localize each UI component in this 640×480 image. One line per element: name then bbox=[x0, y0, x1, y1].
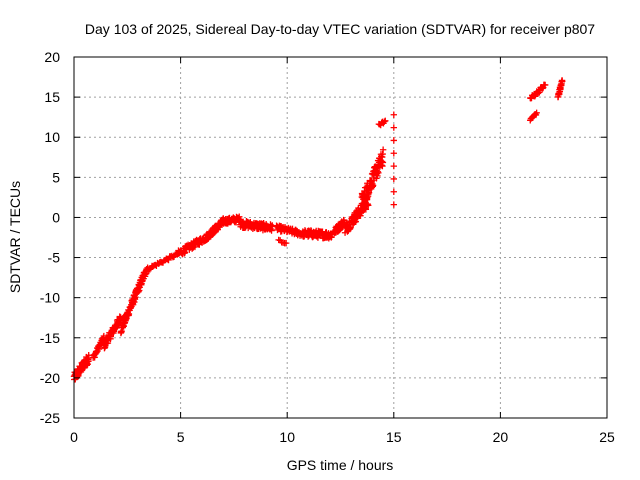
chart-title: Day 103 of 2025, Sidereal Day-to-day VTE… bbox=[85, 21, 595, 37]
series-segment-d bbox=[117, 267, 150, 337]
data-point bbox=[382, 117, 389, 125]
x-axis-label: GPS time / hours bbox=[287, 457, 394, 473]
x-tick-label: 20 bbox=[493, 429, 509, 445]
series-segment-e bbox=[143, 250, 182, 273]
data-point bbox=[390, 201, 397, 208]
series-segment-l bbox=[301, 227, 336, 242]
series-segment-j bbox=[275, 236, 290, 247]
data-point bbox=[181, 249, 189, 256]
series-segment-r bbox=[527, 109, 540, 124]
data-point bbox=[369, 182, 377, 189]
y-tick-label: 10 bbox=[44, 129, 60, 145]
data-point bbox=[118, 327, 125, 335]
data-point bbox=[390, 150, 397, 157]
data-point bbox=[390, 124, 397, 131]
y-tick-label: 5 bbox=[52, 169, 60, 185]
plot-frame bbox=[73, 56, 608, 419]
data-points bbox=[70, 77, 566, 383]
data-point bbox=[379, 159, 387, 166]
data-point bbox=[365, 189, 373, 196]
data-point bbox=[390, 175, 397, 183]
data-point bbox=[390, 162, 397, 170]
data-point bbox=[390, 137, 397, 144]
y-tick-label: 20 bbox=[44, 49, 60, 65]
x-tick-label: 10 bbox=[279, 429, 295, 445]
y-tick-label: -20 bbox=[40, 370, 60, 386]
data-point bbox=[381, 118, 388, 125]
x-tick-label: 25 bbox=[599, 429, 615, 445]
data-point bbox=[357, 212, 364, 219]
series-segment-s bbox=[527, 81, 549, 102]
grid bbox=[74, 57, 607, 418]
series-segment-p bbox=[375, 117, 389, 129]
x-tick-label: 15 bbox=[386, 429, 402, 445]
y-tick-label: 0 bbox=[52, 209, 60, 225]
data-point bbox=[191, 243, 199, 251]
data-point bbox=[532, 110, 539, 118]
data-point bbox=[375, 169, 382, 177]
y-tick-label: -15 bbox=[40, 330, 60, 346]
data-point bbox=[146, 266, 153, 273]
series-segment-h bbox=[220, 213, 244, 227]
series-segment-q bbox=[390, 111, 397, 208]
y-tick-label: -10 bbox=[40, 290, 60, 306]
series-segment-f bbox=[175, 234, 210, 258]
data-point bbox=[360, 201, 368, 208]
series-segment-c bbox=[100, 313, 125, 352]
data-point bbox=[365, 202, 372, 209]
x-tick-label: 5 bbox=[177, 429, 185, 445]
y-axis-label: SDTVAR / TECUs bbox=[7, 181, 23, 293]
data-point bbox=[533, 109, 540, 117]
y-tick-label: -5 bbox=[48, 250, 61, 266]
series-segment-m bbox=[330, 216, 348, 236]
series-segment-o bbox=[358, 146, 387, 208]
data-point bbox=[390, 188, 397, 195]
axis-tick-labels: 0 5 10 15 20 25 -25 -20 -15 -10 -5 0 5 10 15 20 bbox=[40, 49, 615, 445]
data-point bbox=[282, 239, 290, 247]
data-point bbox=[541, 81, 549, 89]
axis-ticks bbox=[73, 56, 608, 419]
data-point bbox=[379, 146, 387, 153]
data-point bbox=[390, 111, 397, 118]
data-point bbox=[363, 194, 370, 201]
data-point bbox=[165, 256, 172, 264]
x-tick-label: 0 bbox=[70, 429, 78, 445]
data-point bbox=[559, 78, 566, 85]
y-tick-label: 15 bbox=[44, 89, 60, 105]
data-point bbox=[135, 288, 142, 295]
y-tick-label: -25 bbox=[40, 410, 60, 426]
series-segment-n bbox=[341, 194, 372, 236]
series-segment-t bbox=[554, 77, 566, 101]
series-segment-i bbox=[237, 217, 276, 234]
